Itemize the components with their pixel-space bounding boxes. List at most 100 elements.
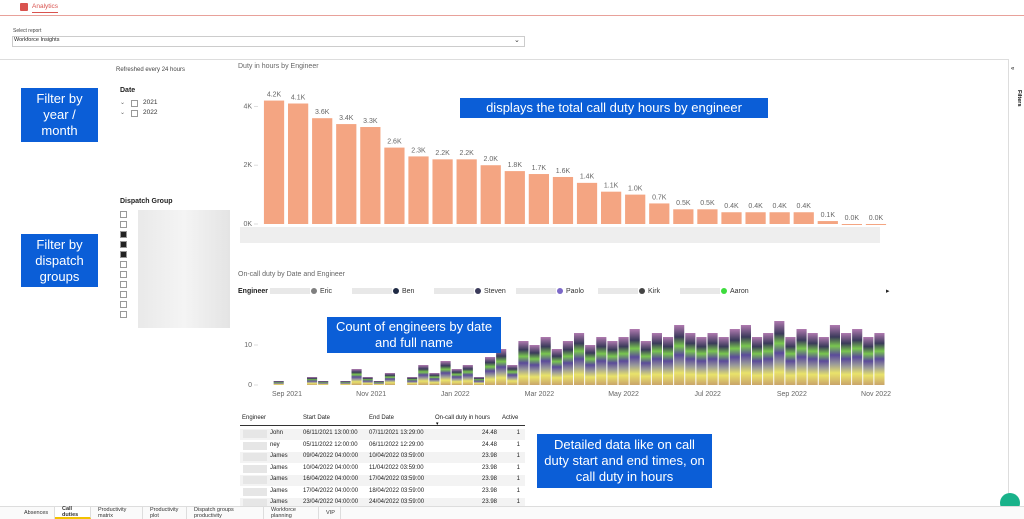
page-tab[interactable]: Workforce planning [264,507,319,519]
table-cell: 23.98 [481,453,497,459]
column-header: Start Date [303,415,331,421]
legend-label: Paolo [566,288,584,295]
column [607,341,618,385]
expand-arrow[interactable]: ⌄ [120,110,126,116]
table-cell: 23.98 [481,464,497,471]
legend-label: Ben [402,288,415,295]
table-cell: ney [270,441,280,448]
legend-blur [352,288,392,294]
report-select[interactable] [12,36,525,47]
filters-label: Filters [1016,90,1022,107]
year-label: 2021 [143,99,158,106]
checkbox[interactable] [120,281,127,288]
table-cell: 1 [516,430,520,436]
bar-chart-title: Duty in hours by Engineer [238,63,319,70]
table-cell: 24/04/2022 03:59:00 [369,499,425,505]
table-cell: 18/04/2022 03:59:00 [369,487,425,494]
column [629,329,640,385]
y-tick-label: 2K [243,162,252,169]
table-cell: 1 [516,487,520,494]
checkbox[interactable] [131,110,138,117]
page-tab[interactable]: Productivity plot [143,507,187,519]
checkbox[interactable] [120,241,127,248]
row-bg [240,429,525,440]
table-cell: 1 [516,499,520,505]
column [540,337,551,385]
bar [841,224,862,225]
bar [576,182,598,224]
bar [432,159,453,224]
column [307,377,318,385]
sort-arrow[interactable]: ▾ [436,421,439,427]
legend-marker [311,288,317,294]
checkbox[interactable] [120,211,127,218]
column [874,333,885,385]
column-header: Engineer [242,415,267,421]
checkbox[interactable] [120,291,127,298]
checkbox[interactable] [120,261,127,268]
x-tick-label: Jul 2022 [694,391,721,398]
checkbox[interactable] [120,231,127,238]
column [429,373,440,385]
column [863,337,874,385]
table-cell: 17/04/2022 03:59:00 [369,476,425,482]
column [518,341,529,385]
data-label: 2.0K [484,156,499,163]
expand-arrow[interactable]: ⌄ [120,100,126,106]
year-label: 2022 [143,109,158,116]
bar [336,124,357,224]
legend-blur [680,288,720,294]
checkbox[interactable] [120,221,127,228]
page-tab[interactable]: Absences [17,507,55,519]
table-cell: 24.48 [481,430,497,436]
column [729,329,740,385]
header-rule [240,425,525,426]
checkbox[interactable] [131,100,138,107]
page-tab[interactable]: VIP [319,507,341,519]
table-cell: 11/04/2022 03:59:00 [369,464,424,471]
table-cell: 10/04/2022 04:00:00 [303,464,359,471]
checkbox[interactable] [120,301,127,308]
column [362,377,373,385]
bar [288,103,309,224]
column [818,337,829,385]
column-chart-title: On-call duty by Date and Engineer [238,271,346,278]
checkbox[interactable] [120,311,127,318]
annotation: Count of engineers by date and full name [327,317,501,353]
annotation: displays the total call duty hours by en… [460,98,768,118]
column-header: On-call duty in hours [435,415,491,421]
data-label: 2.3K [411,147,426,154]
tab-bar [0,506,1024,519]
bar [312,118,333,224]
legend-next: ▸ [886,288,890,295]
select-arrow: ⌄ [514,37,520,44]
legend-blur [598,288,638,294]
annotation: Detailed data like on call duty start an… [537,434,712,488]
bar [552,176,574,224]
data-label: 1.7K [532,165,547,172]
row-bg [240,475,525,486]
checkbox[interactable] [120,251,127,258]
page-tab[interactable]: Call duties [55,506,91,519]
legend-blur [516,288,556,294]
table-cell: 16/04/2022 04:00:00 [303,476,359,482]
bar [528,174,549,224]
legend-marker [393,288,399,294]
y-tick-label: 0K [243,221,252,228]
app-tab[interactable]: Analytics [32,3,59,13]
column [752,337,763,385]
column [407,377,418,385]
data-label: 0.4K [797,203,812,210]
y-tick-label: 10 [244,342,252,349]
legend-blur [270,288,310,294]
page-tab[interactable]: Productivity matrix [91,507,143,519]
checkbox[interactable] [120,271,127,278]
column [841,333,852,385]
filter-pane[interactable] [1008,59,1024,506]
x-tick-label: Nov 2022 [861,391,891,398]
annotation: Filter by dispatch groups [21,234,98,287]
column [740,325,751,385]
table-cell: 23.98 [481,476,497,482]
bar [408,156,429,224]
page-tab[interactable]: Dispatch groups productivity [187,507,264,519]
